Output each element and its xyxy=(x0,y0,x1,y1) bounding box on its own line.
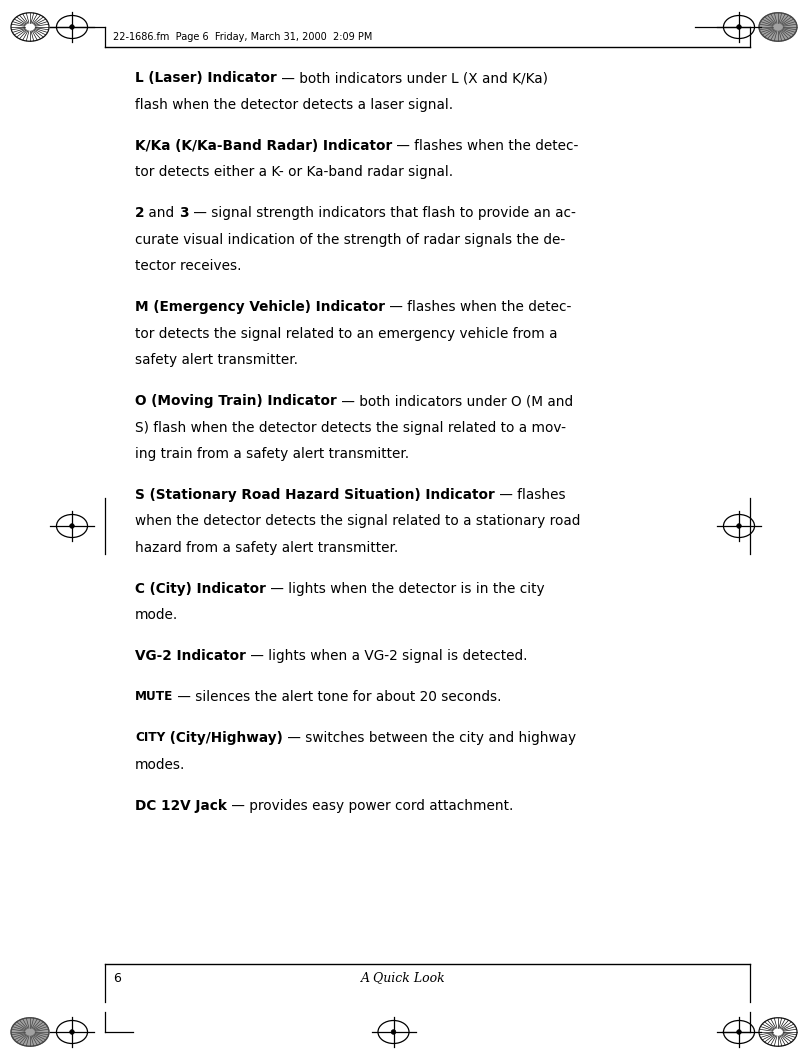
Circle shape xyxy=(391,1030,395,1034)
Text: 6: 6 xyxy=(113,972,121,984)
Text: C (City) Indicator: C (City) Indicator xyxy=(135,582,266,596)
Text: — both indicators under L (X and K/Ka): — both indicators under L (X and K/Ka) xyxy=(277,71,548,85)
Text: modes.: modes. xyxy=(135,758,186,772)
Text: tector receives.: tector receives. xyxy=(135,259,241,273)
Text: A Quick Look: A Quick Look xyxy=(361,972,446,984)
Text: — lights when the detector is in the city: — lights when the detector is in the cit… xyxy=(266,582,545,596)
Text: mode.: mode. xyxy=(135,609,178,622)
Text: 3: 3 xyxy=(179,206,189,220)
Circle shape xyxy=(737,524,742,528)
Circle shape xyxy=(737,1030,742,1034)
Text: — flashes: — flashes xyxy=(495,489,566,502)
Text: — flashes when the detec-: — flashes when the detec- xyxy=(385,299,571,314)
Text: MUTE: MUTE xyxy=(135,690,174,703)
Text: S (Stationary Road Hazard Situation) Indicator: S (Stationary Road Hazard Situation) Ind… xyxy=(135,489,495,502)
Text: hazard from a safety alert transmitter.: hazard from a safety alert transmitter. xyxy=(135,541,398,555)
Text: — signal strength indicators that flash to provide an ac-: — signal strength indicators that flash … xyxy=(189,206,575,220)
Text: — silences the alert tone for about 20 seconds.: — silences the alert tone for about 20 s… xyxy=(174,690,502,704)
Circle shape xyxy=(737,24,742,30)
Text: and: and xyxy=(144,206,179,220)
Text: when the detector detects the signal related to a stationary road: when the detector detects the signal rel… xyxy=(135,514,580,529)
Circle shape xyxy=(69,24,74,30)
Ellipse shape xyxy=(759,13,797,41)
Text: (City/Highway): (City/Highway) xyxy=(165,732,283,746)
Text: 2: 2 xyxy=(135,206,144,220)
Text: CITY: CITY xyxy=(135,732,165,744)
Text: L (Laser) Indicator: L (Laser) Indicator xyxy=(135,71,277,85)
Text: K/Ka (K/Ka-Band Radar) Indicator: K/Ka (K/Ka-Band Radar) Indicator xyxy=(135,138,392,153)
Text: O (Moving Train) Indicator: O (Moving Train) Indicator xyxy=(135,394,337,408)
Text: VG-2 Indicator: VG-2 Indicator xyxy=(135,650,246,664)
Text: ing train from a safety alert transmitter.: ing train from a safety alert transmitte… xyxy=(135,447,409,461)
Text: — lights when a VG-2 signal is detected.: — lights when a VG-2 signal is detected. xyxy=(246,650,528,664)
Text: safety alert transmitter.: safety alert transmitter. xyxy=(135,353,298,367)
Text: tor detects the signal related to an emergency vehicle from a: tor detects the signal related to an eme… xyxy=(135,326,558,341)
Text: flash when the detector detects a laser signal.: flash when the detector detects a laser … xyxy=(135,98,453,112)
Text: DC 12V Jack: DC 12V Jack xyxy=(135,799,227,813)
Circle shape xyxy=(69,1030,74,1034)
Text: — switches between the city and highway: — switches between the city and highway xyxy=(283,732,576,746)
Text: S) flash when the detector detects the signal related to a mov-: S) flash when the detector detects the s… xyxy=(135,421,566,434)
Text: — flashes when the detec-: — flashes when the detec- xyxy=(392,138,579,153)
Text: — both indicators under O (M and: — both indicators under O (M and xyxy=(337,394,573,408)
Text: tor detects either a K- or Ka-band radar signal.: tor detects either a K- or Ka-band radar… xyxy=(135,165,453,179)
Ellipse shape xyxy=(11,1017,49,1046)
Text: — provides easy power cord attachment.: — provides easy power cord attachment. xyxy=(227,799,513,813)
Circle shape xyxy=(69,524,74,528)
Text: M (Emergency Vehicle) Indicator: M (Emergency Vehicle) Indicator xyxy=(135,299,385,314)
Text: 22-1686.fm  Page 6  Friday, March 31, 2000  2:09 PM: 22-1686.fm Page 6 Friday, March 31, 2000… xyxy=(113,32,372,42)
Text: curate visual indication of the strength of radar signals the de-: curate visual indication of the strength… xyxy=(135,233,565,246)
